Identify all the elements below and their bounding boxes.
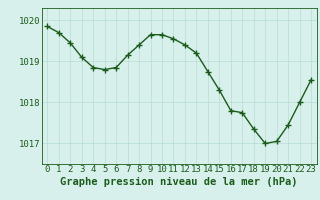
X-axis label: Graphe pression niveau de la mer (hPa): Graphe pression niveau de la mer (hPa)	[60, 177, 298, 187]
